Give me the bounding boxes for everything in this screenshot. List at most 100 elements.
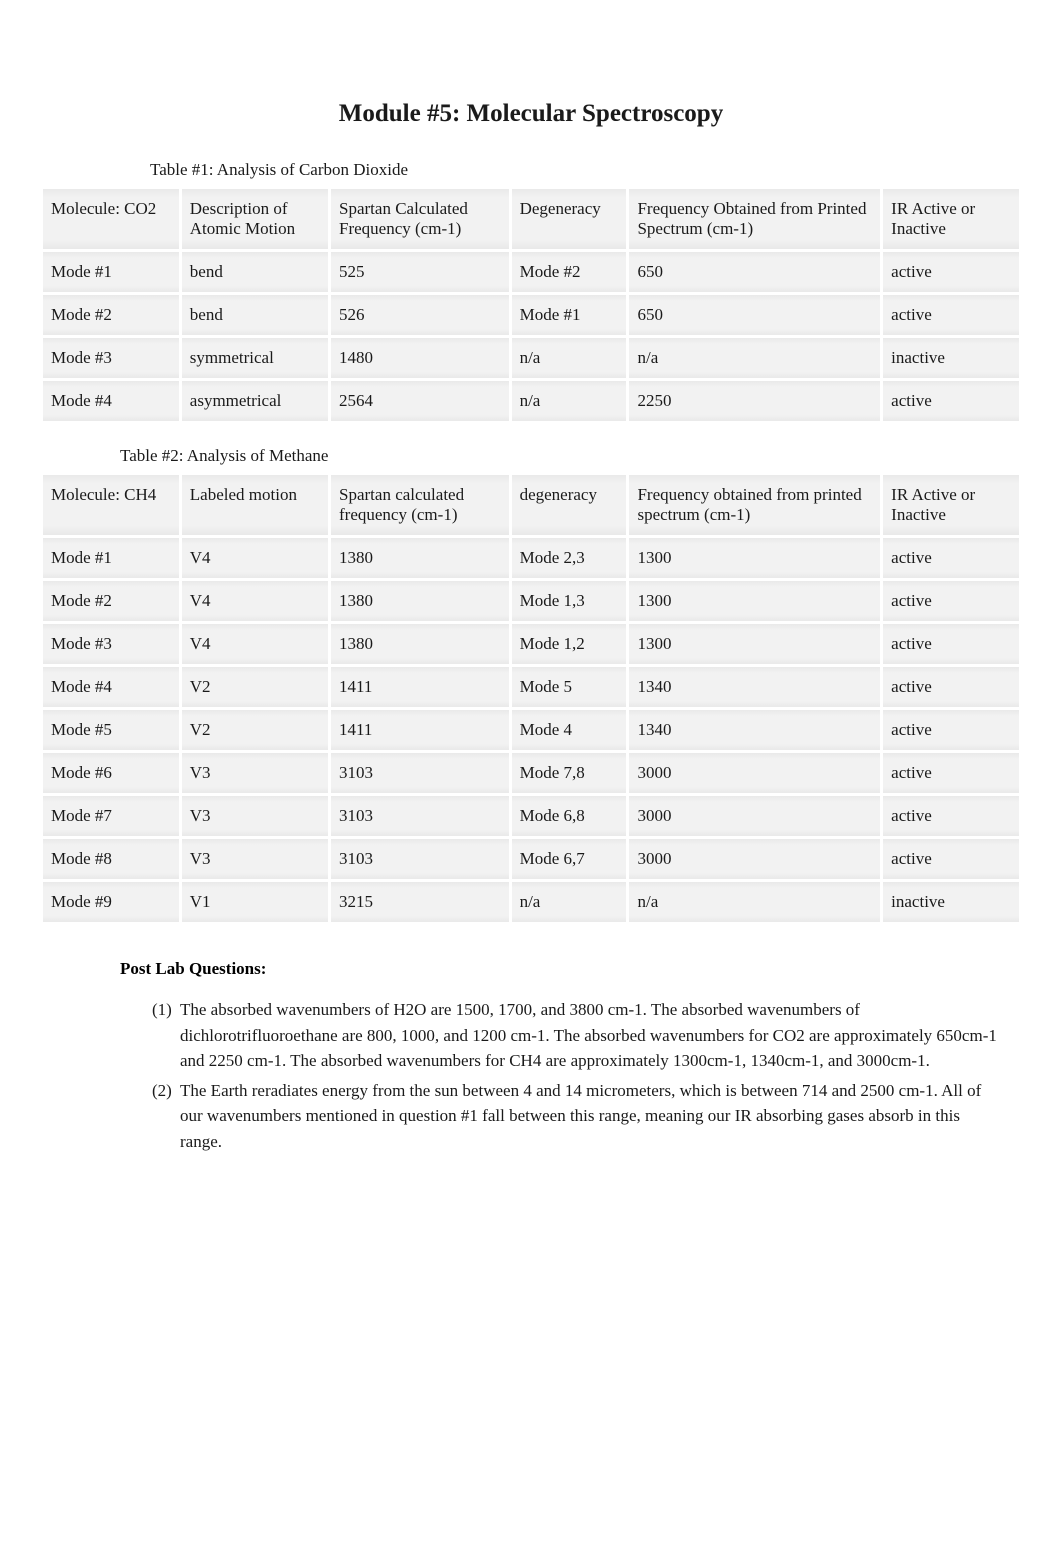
table-cell: Mode #4 <box>43 381 179 421</box>
table-header-cell: Frequency obtained from printed spectrum… <box>629 475 880 535</box>
table-cell: 1300 <box>629 581 880 621</box>
table-header-cell: Degeneracy <box>512 189 627 249</box>
table-cell: 1340 <box>629 710 880 750</box>
table-cell: active <box>883 624 1019 664</box>
table-cell: active <box>883 667 1019 707</box>
postlab-list: (1) The absorbed wavenumbers of H2O are 1… <box>152 997 1000 1154</box>
table-row: Mode #6V33103Mode 7,83000active <box>43 753 1019 793</box>
table-cell: Mode #4 <box>43 667 179 707</box>
table-cell: active <box>883 796 1019 836</box>
table-cell: active <box>883 710 1019 750</box>
table-cell: 3103 <box>331 753 509 793</box>
table-cell: 1480 <box>331 338 509 378</box>
table-header-row: Molecule: CH4 Labeled motion Spartan cal… <box>43 475 1019 535</box>
table-header-cell: Labeled motion <box>182 475 328 535</box>
table-row: Mode #3V41380Mode 1,21300active <box>43 624 1019 664</box>
table-cell: 3000 <box>629 796 880 836</box>
table2-caption: Table #2: Analysis of Methane <box>120 446 1022 466</box>
table-cell: bend <box>182 295 328 335</box>
table-row: Mode #9V13215n/an/ainactive <box>43 882 1019 922</box>
table-cell: V2 <box>182 710 328 750</box>
table-cell: Mode #2 <box>43 295 179 335</box>
table-row: Mode #1bend525Mode #2650active <box>43 252 1019 292</box>
page-title: Module #5: Molecular Spectroscopy <box>40 100 1022 128</box>
table-row: Mode #4V21411Mode 51340active <box>43 667 1019 707</box>
table-cell: V1 <box>182 882 328 922</box>
table-cell: 1411 <box>331 710 509 750</box>
table-row: Mode #7V33103Mode 6,83000active <box>43 796 1019 836</box>
table-cell: V4 <box>182 624 328 664</box>
table-cell: 3000 <box>629 839 880 879</box>
table-cell: Mode #1 <box>43 538 179 578</box>
table-header-cell: Spartan Calculated Frequency (cm-1) <box>331 189 509 249</box>
table-header-cell: IR Active or Inactive <box>883 189 1019 249</box>
table-cell: symmetrical <box>182 338 328 378</box>
postlab-item-number: (1) <box>152 997 172 1023</box>
table-cell: Mode #1 <box>43 252 179 292</box>
table-row: Mode #2V41380Mode 1,31300active <box>43 581 1019 621</box>
table-cell: inactive <box>883 882 1019 922</box>
postlab-item-number: (2) <box>152 1078 172 1104</box>
table2-body: Mode #1V41380Mode 2,31300activeMode #2V4… <box>43 538 1019 922</box>
table-header-cell: degeneracy <box>512 475 627 535</box>
table-ch4: Molecule: CH4 Labeled motion Spartan cal… <box>40 472 1022 925</box>
table-co2: Molecule: CO2 Description of Atomic Moti… <box>40 186 1022 424</box>
table-cell: active <box>883 295 1019 335</box>
table1-caption: Table #1: Analysis of Carbon Dioxide <box>150 160 1022 180</box>
table-cell: active <box>883 839 1019 879</box>
table-cell: 650 <box>629 252 880 292</box>
table-cell: V3 <box>182 753 328 793</box>
postlab-item: (2) The Earth reradiates energy from the … <box>152 1078 1000 1155</box>
table-header-cell: Molecule: CO2 <box>43 189 179 249</box>
table-cell: n/a <box>512 381 627 421</box>
table-cell: n/a <box>629 882 880 922</box>
table-row: Mode #3symmetrical1480n/an/ainactive <box>43 338 1019 378</box>
table-cell: active <box>883 381 1019 421</box>
table-cell: Mode 1,2 <box>512 624 627 664</box>
table-cell: 3000 <box>629 753 880 793</box>
table-cell: V4 <box>182 581 328 621</box>
table-header-row: Molecule: CO2 Description of Atomic Moti… <box>43 189 1019 249</box>
table-row: Mode #8V33103Mode 6,73000active <box>43 839 1019 879</box>
table-cell: Mode #5 <box>43 710 179 750</box>
table-header-cell: IR Active or Inactive <box>883 475 1019 535</box>
table-row: Mode #1V41380Mode 2,31300active <box>43 538 1019 578</box>
table-cell: inactive <box>883 338 1019 378</box>
table-cell: Mode #1 <box>512 295 627 335</box>
table-cell: Mode 2,3 <box>512 538 627 578</box>
table-cell: V3 <box>182 839 328 879</box>
table-cell: V4 <box>182 538 328 578</box>
table-cell: 1380 <box>331 538 509 578</box>
table-cell: active <box>883 581 1019 621</box>
table-cell: 1411 <box>331 667 509 707</box>
table-cell: 1300 <box>629 538 880 578</box>
table-cell: V3 <box>182 796 328 836</box>
table-row: Mode #4asymmetrical2564n/a2250active <box>43 381 1019 421</box>
table-cell: 3103 <box>331 796 509 836</box>
table-cell: 525 <box>331 252 509 292</box>
table-cell: active <box>883 753 1019 793</box>
table-cell: Mode #7 <box>43 796 179 836</box>
table-cell: 526 <box>331 295 509 335</box>
table-cell: 3215 <box>331 882 509 922</box>
table-cell: 1380 <box>331 581 509 621</box>
postlab-heading: Post Lab Questions: <box>120 959 1000 979</box>
table-cell: active <box>883 252 1019 292</box>
table-cell: n/a <box>629 338 880 378</box>
table-cell: n/a <box>512 882 627 922</box>
document-page: Module #5: Molecular Spectroscopy Table … <box>0 0 1062 1218</box>
table-cell: asymmetrical <box>182 381 328 421</box>
table-cell: 650 <box>629 295 880 335</box>
postlab-item-text: The Earth reradiates energy from the sun… <box>180 1081 981 1151</box>
table-cell: Mode 4 <box>512 710 627 750</box>
postlab-item-text: The absorbed wavenumbers of H2O are 1500… <box>180 1000 997 1070</box>
table-cell: Mode #3 <box>43 624 179 664</box>
table-cell: 2250 <box>629 381 880 421</box>
table-cell: active <box>883 538 1019 578</box>
table-cell: Mode #6 <box>43 753 179 793</box>
postlab-section: Post Lab Questions: (1) The absorbed wave… <box>120 959 1000 1154</box>
table-cell: 1380 <box>331 624 509 664</box>
table-cell: Mode #8 <box>43 839 179 879</box>
table-header-cell: Description of Atomic Motion <box>182 189 328 249</box>
postlab-item: (1) The absorbed wavenumbers of H2O are 1… <box>152 997 1000 1074</box>
